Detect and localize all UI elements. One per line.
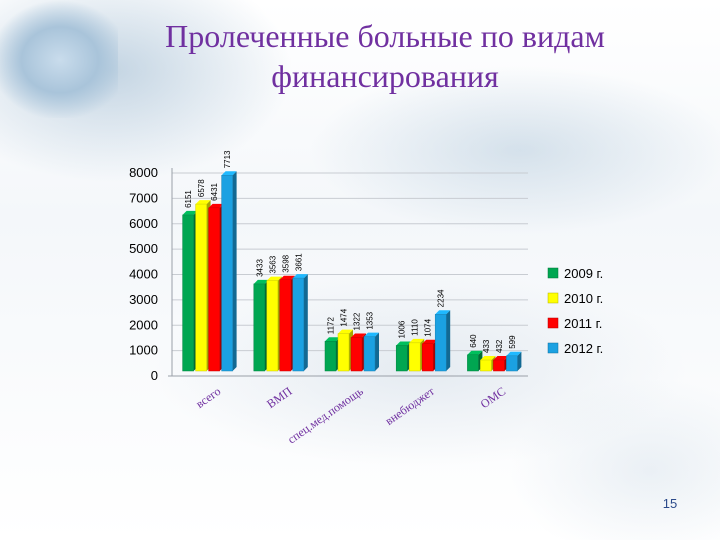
data-label: 1074 bbox=[424, 318, 433, 336]
bar-top bbox=[396, 341, 412, 346]
surgeon-photo bbox=[0, 0, 118, 118]
legend-swatch bbox=[547, 317, 559, 329]
y-tick-label: 8000 bbox=[129, 165, 158, 180]
data-label: 599 bbox=[508, 335, 517, 349]
bar-side bbox=[232, 171, 237, 371]
x-category-label: внебюджет bbox=[382, 384, 437, 428]
data-label: 1110 bbox=[411, 319, 420, 336]
bar bbox=[324, 341, 337, 372]
bar-top bbox=[364, 332, 379, 337]
x-category-label: спец.мед.помощь bbox=[285, 384, 366, 447]
legend-label: 2012 г. bbox=[564, 341, 603, 356]
bar-side bbox=[303, 274, 308, 371]
page-number: 15 bbox=[662, 496, 678, 511]
bar bbox=[208, 207, 220, 372]
bar bbox=[292, 277, 305, 372]
legend-swatch bbox=[547, 267, 559, 279]
data-label: 6578 bbox=[197, 179, 206, 197]
data-label: 3563 bbox=[268, 255, 277, 273]
data-label: 1474 bbox=[340, 308, 349, 326]
bar-top bbox=[292, 274, 308, 279]
data-label: 3433 bbox=[255, 259, 264, 277]
bar-top bbox=[266, 276, 282, 281]
bar-top bbox=[506, 351, 522, 356]
bar bbox=[279, 279, 292, 372]
data-label: 640 bbox=[469, 334, 478, 348]
legend-label: 2010 г. bbox=[564, 291, 603, 306]
y-tick-label: 6000 bbox=[129, 216, 158, 231]
bar-top bbox=[422, 339, 438, 344]
y-tick-label: 7000 bbox=[129, 190, 158, 205]
bar bbox=[337, 333, 350, 372]
x-category-label: ВМП bbox=[264, 384, 295, 411]
bar-top bbox=[467, 350, 483, 355]
bar-top bbox=[338, 329, 353, 334]
legend-swatch bbox=[547, 292, 559, 304]
bar bbox=[363, 336, 376, 372]
bar-top bbox=[351, 333, 366, 338]
title-line-2: финансирования bbox=[271, 58, 499, 94]
bar bbox=[395, 345, 408, 372]
bar bbox=[421, 343, 434, 372]
legend-swatch bbox=[547, 342, 559, 354]
y-tick-label: 3000 bbox=[129, 292, 158, 307]
bar-top bbox=[279, 275, 295, 280]
x-category-label: ОМС bbox=[478, 384, 508, 411]
bar bbox=[493, 359, 505, 372]
legend-label: 2009 г. bbox=[564, 266, 603, 281]
data-label: 2234 bbox=[437, 289, 446, 307]
data-label: 433 bbox=[482, 339, 491, 353]
y-tick-label: 4000 bbox=[129, 267, 158, 282]
bar-side bbox=[446, 310, 451, 371]
bar-top bbox=[195, 200, 211, 205]
bar-top bbox=[435, 310, 451, 315]
data-label: 432 bbox=[495, 339, 504, 353]
data-label: 1353 bbox=[366, 311, 375, 329]
bar bbox=[480, 359, 492, 372]
y-tick-label: 2000 bbox=[129, 317, 158, 332]
bar bbox=[195, 203, 207, 372]
bar-top bbox=[221, 171, 237, 176]
bar-top bbox=[325, 337, 340, 342]
bar bbox=[266, 280, 279, 372]
bar bbox=[434, 314, 447, 372]
data-label: 1322 bbox=[353, 312, 362, 330]
data-label: 3598 bbox=[281, 254, 290, 272]
bar bbox=[253, 283, 266, 372]
bar-side bbox=[517, 351, 522, 371]
bar bbox=[182, 214, 194, 372]
bar bbox=[221, 175, 233, 372]
bar bbox=[408, 342, 421, 372]
bar bbox=[467, 354, 479, 372]
x-category-label: всего bbox=[193, 384, 223, 411]
bar-top bbox=[253, 279, 269, 284]
data-label: 1172 bbox=[327, 317, 336, 335]
y-tick-label: 1000 bbox=[129, 343, 158, 358]
bar-top bbox=[208, 203, 224, 208]
bar-side bbox=[375, 332, 379, 371]
data-label: 6151 bbox=[184, 190, 193, 208]
slide-title: Пролеченные больные по видам финансирова… bbox=[100, 16, 670, 96]
data-label: 3661 bbox=[294, 253, 303, 271]
bar bbox=[350, 337, 363, 372]
y-tick-label: 5000 bbox=[129, 241, 158, 256]
bar-top bbox=[480, 356, 496, 361]
bar-top bbox=[493, 356, 509, 361]
bar bbox=[506, 355, 518, 372]
bar-top bbox=[182, 210, 198, 215]
data-label: 1006 bbox=[398, 320, 407, 338]
data-label: 6431 bbox=[210, 182, 219, 200]
title-line-1: Пролеченные больные по видам bbox=[165, 18, 605, 54]
bar-top bbox=[409, 338, 425, 343]
data-label: 7713 bbox=[223, 150, 232, 168]
legend-label: 2011 г. bbox=[564, 316, 602, 331]
y-tick-label: 0 bbox=[151, 368, 158, 383]
